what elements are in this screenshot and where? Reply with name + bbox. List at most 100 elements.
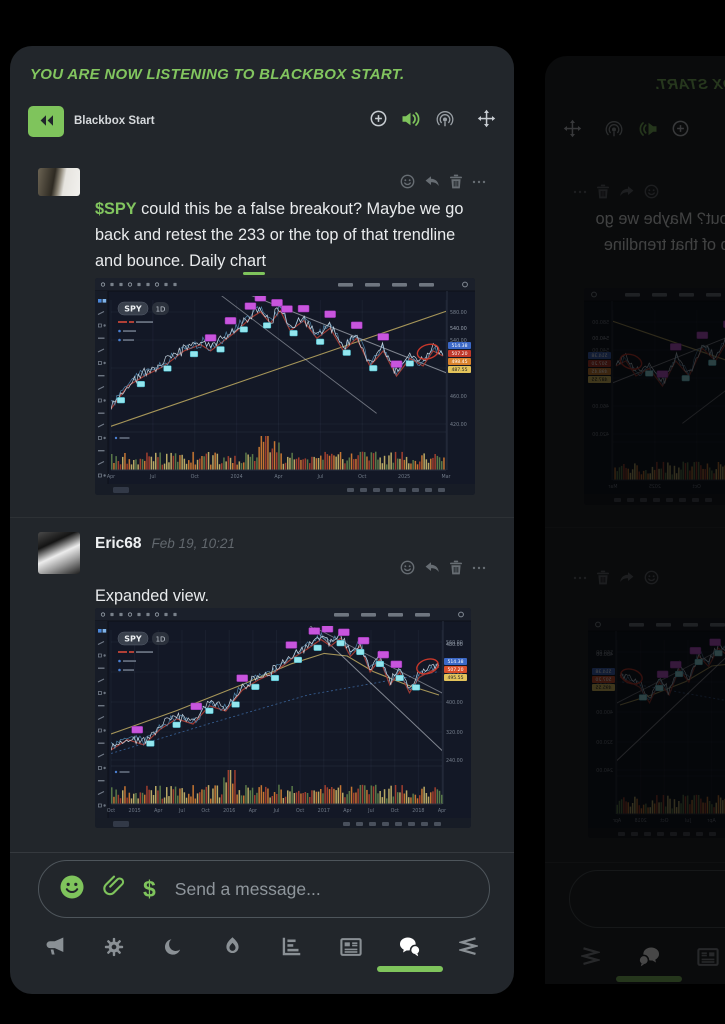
message-text: $SPY could this be a false breakout? May… (578, 206, 725, 284)
nav-charts[interactable] (277, 933, 307, 963)
active-tab-indicator (377, 966, 443, 972)
svg-text:Apr: Apr (107, 474, 115, 480)
svg-text:Apr: Apr (274, 474, 282, 480)
svg-text:Mar: Mar (608, 484, 617, 490)
chart-image-spy-expanded: SPY1D560.00480.00400.00320.00240.00480.0… (588, 618, 725, 838)
svg-text:Apr: Apr (707, 818, 715, 824)
svg-text:480.00: 480.00 (596, 652, 613, 658)
rewind-icon (38, 114, 55, 130)
more-icon[interactable] (472, 565, 486, 571)
svg-text:500.00: 500.00 (592, 376, 609, 382)
message-text: Expanded view. (95, 587, 210, 605)
rewind-button[interactable] (28, 106, 64, 137)
nav-trending[interactable] (217, 933, 247, 963)
svg-text:420.00: 420.00 (592, 432, 609, 438)
player-controls (563, 119, 689, 143)
svg-text:514.38: 514.38 (451, 343, 467, 349)
svg-text:2025: 2025 (398, 474, 410, 480)
svg-text:480.00: 480.00 (596, 680, 613, 686)
volume-icon (637, 120, 658, 143)
svg-text:Apr: Apr (249, 808, 257, 814)
active-tab-indicator (616, 976, 682, 982)
message-text: Expanded view. (578, 593, 725, 619)
gear-icon (103, 936, 125, 961)
svg-text:Jul: Jul (178, 808, 185, 814)
listening-banner: YOU ARE NOW LISTENING TO BLACKBOX START. (654, 76, 725, 93)
message-actions (400, 560, 486, 575)
svg-text:SPY: SPY (124, 635, 142, 644)
svg-text:Oct: Oct (296, 808, 304, 814)
chat-card: YOU ARE NOW LISTENING TO BLACKBOX START.… (10, 46, 514, 994)
svg-text:487.55: 487.55 (451, 367, 467, 373)
author-name[interactable]: Eric68 (95, 535, 142, 552)
move-icon[interactable] (477, 109, 496, 133)
moon-icon (163, 937, 183, 960)
chat-card-mirror: YOU ARE NOW LISTENING TO BLACKBOX START.… (545, 56, 725, 984)
svg-text:Jul: Jul (367, 808, 374, 814)
broadcast-icon[interactable] (436, 110, 454, 133)
svg-text:Oct: Oct (692, 484, 700, 490)
svg-text:Apr: Apr (438, 808, 446, 814)
svg-text:2017: 2017 (318, 808, 330, 814)
reply-icon[interactable] (424, 561, 440, 575)
svg-text:495.55: 495.55 (447, 675, 463, 681)
megaphone-icon (44, 936, 67, 960)
message-divider (545, 527, 725, 528)
attachment-icon[interactable] (102, 874, 126, 905)
avatar[interactable] (38, 168, 80, 196)
message-input[interactable] (172, 877, 469, 901)
zigzag-s-icon (578, 946, 602, 970)
delete-icon[interactable] (449, 560, 463, 575)
cashtag-icon[interactable]: $ (143, 875, 156, 902)
bar-chart-icon (281, 936, 302, 960)
player-track-name: Blackbox Start (74, 115, 155, 127)
svg-text:400.00: 400.00 (596, 710, 613, 716)
emoji-picker-icon[interactable] (59, 874, 85, 905)
svg-text:2024: 2024 (231, 474, 243, 480)
svg-text:507.20: 507.20 (595, 677, 611, 683)
nav-dark-mode[interactable] (158, 933, 188, 963)
more-icon (573, 189, 587, 195)
svg-text:Oct: Oct (201, 808, 209, 814)
avatar[interactable] (38, 532, 80, 574)
nav-settings[interactable] (99, 933, 129, 963)
nav-announcements[interactable] (40, 933, 70, 963)
reply-icon[interactable] (424, 175, 440, 189)
svg-text:2015: 2015 (129, 808, 141, 814)
more-icon[interactable] (472, 179, 486, 185)
message-body: could this be a false breakout? Maybe we… (95, 200, 464, 270)
message-text: $SPY could this be a false breakout? May… (95, 196, 481, 274)
smiley-reaction-icon[interactable] (400, 560, 415, 575)
newspaper-icon (697, 947, 719, 970)
nav-news[interactable] (336, 933, 366, 963)
svg-text:1D: 1D (156, 636, 166, 644)
svg-text:514.38: 514.38 (595, 669, 611, 675)
next-card-preview: YOU ARE NOW LISTENING TO BLACKBOX START.… (545, 56, 725, 984)
svg-text:SPY: SPY (124, 305, 142, 314)
svg-text:Apr: Apr (613, 818, 621, 824)
volume-icon[interactable] (401, 110, 422, 133)
composer-divider (545, 862, 725, 863)
composer-divider (10, 852, 514, 853)
reply-icon (619, 571, 635, 585)
add-circle-icon[interactable] (370, 110, 387, 132)
svg-text:507.20: 507.20 (451, 351, 467, 357)
nav-chat[interactable] (395, 933, 425, 963)
player-controls (370, 109, 496, 133)
chart-image-spy-daily[interactable]: SPY1D580.00540.00500.00460.00420.00540.0… (95, 278, 475, 495)
chart-image-spy-daily: SPY1D580.00540.00500.00460.00420.00540.0… (584, 288, 725, 505)
ticker-link[interactable]: $SPY (95, 200, 137, 218)
more-icon (573, 575, 587, 581)
add-circle-icon (672, 120, 689, 142)
svg-text:420.00: 420.00 (450, 422, 467, 428)
smiley-reaction-icon[interactable] (400, 174, 415, 189)
svg-text:460.00: 460.00 (592, 404, 609, 410)
svg-text:498.45: 498.45 (591, 369, 607, 375)
svg-text:Jul: Jul (273, 808, 280, 814)
message-actions (573, 184, 659, 199)
nav-streams (575, 943, 605, 973)
svg-text:2018: 2018 (412, 808, 424, 814)
chart-image-spy-expanded[interactable]: SPY 1D 560.00 480.00 400.00 320.00 240.00 480.0… (95, 608, 471, 828)
delete-icon[interactable] (449, 174, 463, 189)
nav-streams[interactable] (454, 933, 484, 963)
